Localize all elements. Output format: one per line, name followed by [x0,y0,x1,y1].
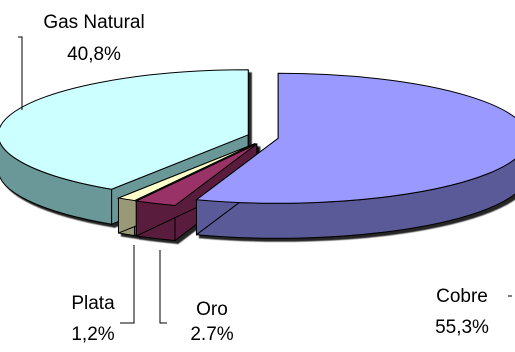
slice-label-oro: 2.7% [190,324,233,345]
leader-line-gas-natural [18,36,23,110]
slice-oro [134,143,258,242]
leader-lines [18,36,512,324]
leader-line-oro [159,250,167,324]
slice-top-cobre [195,72,515,204]
slice-name-gas-natural: Gas Natural [43,12,144,33]
slice-label-cobre: 55,3% [435,317,489,338]
slice-name-oro: Oro [196,299,228,320]
slice-label-gas-natural: 40,8% [67,44,121,65]
slice-top-oro [134,143,258,206]
slice-cobre [195,72,515,239]
slice-top-gas-natural [0,69,249,190]
slice-name-cobre: Cobre [436,286,488,307]
slices-layer [0,69,515,242]
leader-line-plata [120,245,135,324]
slice-label-plata: 1,2% [71,324,114,345]
slice-top-plata [116,143,256,202]
slice-name-plata: Plata [71,293,115,314]
